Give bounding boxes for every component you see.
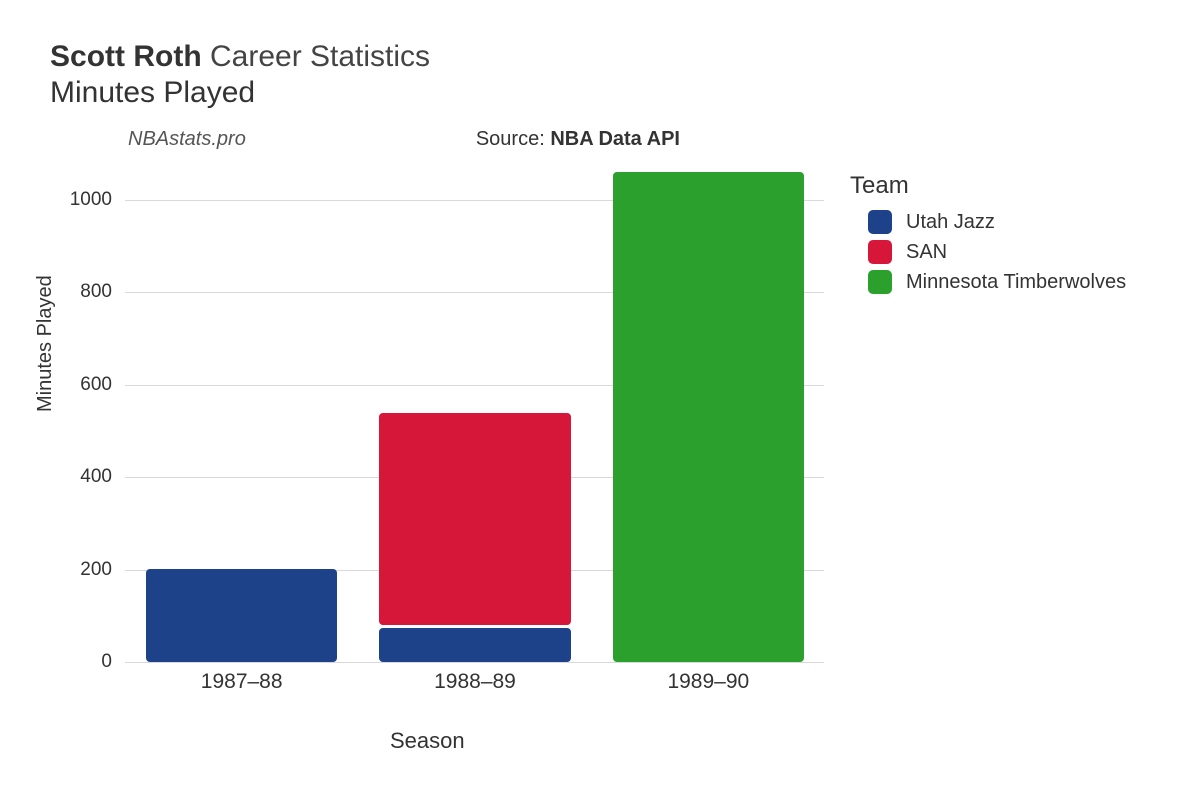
y-tick-label: 400 — [52, 466, 112, 488]
x-tick-label: 1989–90 — [592, 670, 825, 694]
chart-container: Scott Roth Career Statistics Minutes Pla… — [0, 0, 1200, 800]
source-value: NBA Data API — [550, 128, 680, 150]
x-tick-label: 1988–89 — [358, 670, 591, 694]
bar-segment — [146, 569, 337, 662]
meta-row: NBAstats.pro Source: NBA Data API — [50, 128, 1150, 151]
bar-group — [146, 172, 337, 662]
y-tick-label: 600 — [52, 374, 112, 396]
source-label: Source: — [476, 128, 550, 150]
legend-item: Minnesota Timberwolves — [868, 270, 1126, 294]
legend-label: Utah Jazz — [906, 211, 995, 234]
legend-swatch — [868, 270, 892, 294]
watermark-text: NBAstats.pro — [128, 128, 246, 151]
y-tick-label: 1000 — [52, 189, 112, 211]
x-tick-label: 1987–88 — [125, 670, 358, 694]
legend: Team Utah Jazz SAN Minnesota Timberwolves — [850, 172, 1126, 300]
bar-group — [613, 172, 804, 662]
legend-swatch — [868, 240, 892, 264]
chart-subtitle: Minutes Played — [50, 76, 1150, 110]
title-suffix: Career Statistics — [210, 40, 430, 73]
chart-area: Minutes Played 020040060080010001987–881… — [50, 172, 1150, 752]
y-tick-label: 200 — [52, 559, 112, 581]
legend-title: Team — [850, 172, 1126, 200]
bar-segment — [379, 628, 570, 662]
legend-item: SAN — [868, 240, 1126, 264]
legend-item: Utah Jazz — [868, 210, 1126, 234]
legend-label: Minnesota Timberwolves — [906, 271, 1126, 294]
y-tick-label: 800 — [52, 281, 112, 303]
bar-segment — [379, 413, 570, 624]
source-attribution: Source: NBA Data API — [476, 128, 680, 151]
plot-region: 020040060080010001987–881988–891989–90 — [124, 172, 824, 662]
legend-label: SAN — [906, 241, 947, 264]
bar-group — [379, 172, 570, 662]
chart-title-line1: Scott Roth Career Statistics — [50, 40, 1150, 74]
player-name: Scott Roth — [50, 40, 202, 73]
grid-line — [125, 662, 824, 663]
x-axis-label: Season — [390, 728, 465, 754]
title-block: Scott Roth Career Statistics Minutes Pla… — [50, 40, 1150, 110]
y-tick-label: 0 — [52, 651, 112, 673]
bar-segment — [613, 172, 804, 662]
legend-swatch — [868, 210, 892, 234]
